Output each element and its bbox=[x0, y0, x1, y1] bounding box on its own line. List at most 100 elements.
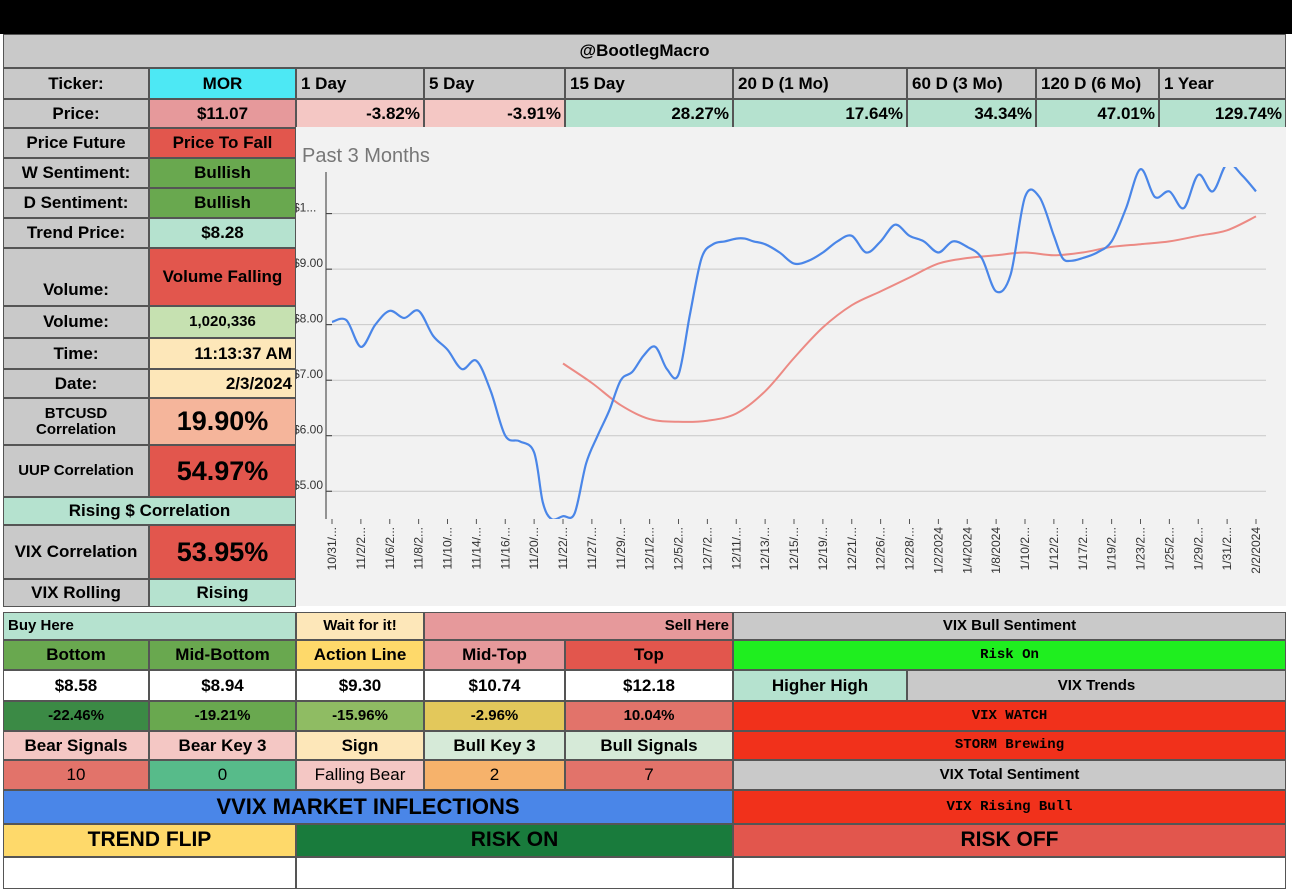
change-60-day: 34.34% bbox=[907, 99, 1036, 128]
level-header-bottom: Bottom bbox=[3, 640, 149, 670]
vix-watch: VIX WATCH bbox=[733, 701, 1286, 731]
trend-flip: TREND FLIP bbox=[3, 824, 296, 857]
x-tick-label: 2/2/2024 bbox=[1249, 527, 1263, 574]
vix-risk-on: Risk On bbox=[733, 640, 1286, 670]
period-15-day: 15 Day bbox=[565, 68, 733, 99]
x-tick-label: 11/20/... bbox=[527, 527, 541, 569]
level-pct-bottom: -22.46% bbox=[3, 701, 149, 731]
header-title: @BootlegMacro bbox=[3, 34, 1286, 68]
x-tick-label: 11/8/2... bbox=[412, 527, 426, 569]
x-tick-label: 12/13/... bbox=[758, 527, 772, 570]
vvix-market-inflections: VVIX MARKET INFLECTIONS bbox=[3, 790, 733, 824]
vix-trends-label: VIX Trends bbox=[907, 670, 1286, 701]
signal-header-bull-key-3: Bull Key 3 bbox=[424, 731, 565, 760]
d-sentiment-value: Bullish bbox=[149, 188, 296, 218]
y-tick-label: $1... bbox=[296, 201, 316, 215]
trend-price-value: $8.28 bbox=[149, 218, 296, 248]
change-20-day: 17.64% bbox=[733, 99, 907, 128]
signal-header-bull-signals: Bull Signals bbox=[565, 731, 733, 760]
price-label: Price: bbox=[3, 99, 149, 128]
signal-header-bear-key-3: Bear Key 3 bbox=[149, 731, 296, 760]
x-tick-label: 11/22/... bbox=[556, 527, 570, 569]
change-120-day: 47.01% bbox=[1036, 99, 1159, 128]
vix-rolling-label: VIX Rolling bbox=[3, 579, 149, 607]
signal-header-sign: Sign bbox=[296, 731, 424, 760]
x-tick-label: 11/29/... bbox=[614, 527, 628, 569]
vix-correlation-label: VIX Correlation bbox=[3, 525, 149, 579]
y-tick-label: $6.00 bbox=[296, 423, 323, 437]
price-future-value: Price To Fall bbox=[149, 128, 296, 158]
change-1-year: 129.74% bbox=[1159, 99, 1286, 128]
signal-value-bull-signals: 7 bbox=[565, 760, 733, 790]
period-120-day: 120 D (6 Mo) bbox=[1036, 68, 1159, 99]
x-tick-label: 1/17/2... bbox=[1076, 527, 1090, 570]
vix-correlation-value: 53.95% bbox=[149, 525, 296, 579]
x-tick-label: 1/25/2... bbox=[1162, 527, 1176, 570]
trend-price-label: Trend Price: bbox=[3, 218, 149, 248]
y-tick-label: $7.00 bbox=[296, 367, 323, 381]
time-value: 11:13:37 AM bbox=[149, 338, 296, 369]
vix-rolling-value: Rising bbox=[149, 579, 296, 607]
x-tick-label: 1/4/2024 bbox=[960, 527, 974, 574]
level-pct-mid-top: -2.96% bbox=[424, 701, 565, 731]
signal-value-bull-key-3: 2 bbox=[424, 760, 565, 790]
btc-correlation-label: BTCUSD Correlation bbox=[3, 398, 149, 445]
x-tick-label: 12/28/... bbox=[903, 527, 917, 570]
x-tick-label: 12/1/2... bbox=[643, 527, 657, 570]
change-1-day: -3.82% bbox=[296, 99, 424, 128]
x-tick-label: 12/7/2... bbox=[700, 527, 714, 570]
x-tick-label: 1/12/2... bbox=[1047, 527, 1061, 570]
x-tick-label: 11/10/... bbox=[441, 527, 455, 569]
empty-cell-right bbox=[733, 857, 1286, 889]
risk-on-banner: RISK ON bbox=[296, 824, 733, 857]
signal-header-bear-signals: Bear Signals bbox=[3, 731, 149, 760]
x-tick-label: 10/31/... bbox=[325, 527, 339, 570]
rising-correlation: Rising $ Correlation bbox=[3, 497, 296, 525]
empty-cell-left bbox=[3, 857, 296, 889]
date-label: Date: bbox=[3, 369, 149, 398]
wait-label: Wait for it! bbox=[296, 612, 424, 640]
x-tick-label: 12/26/... bbox=[874, 527, 888, 570]
level-price-mid-bottom: $8.94 bbox=[149, 670, 296, 701]
period-60-day: 60 D (3 Mo) bbox=[907, 68, 1036, 99]
vix-total-sentiment-label: VIX Total Sentiment bbox=[733, 760, 1286, 790]
price-future-label: Price Future bbox=[3, 128, 149, 158]
x-tick-label: 12/5/2... bbox=[672, 527, 686, 570]
x-tick-label: 11/6/2... bbox=[383, 527, 397, 569]
level-price-action-line: $9.30 bbox=[296, 670, 424, 701]
x-tick-label: 1/2/2024 bbox=[931, 527, 945, 574]
uup-correlation-value: 54.97% bbox=[149, 445, 296, 497]
y-tick-label: $9.00 bbox=[296, 256, 323, 270]
x-tick-label: 12/11/... bbox=[729, 527, 743, 569]
chart-title: Past 3 Months bbox=[302, 145, 430, 167]
volume-label: Volume: bbox=[3, 306, 149, 338]
x-tick-label: 11/14/... bbox=[469, 527, 483, 569]
chart-svg: Past 3 Months $1... $9.00 $8.00 $7.00 $6.00 $5… bbox=[296, 145, 1266, 574]
period-5-day: 5 Day bbox=[424, 68, 565, 99]
trend-series-line bbox=[562, 215, 1257, 423]
x-tick-label: 1/19/2... bbox=[1105, 527, 1119, 570]
x-tick-label: 12/19/... bbox=[816, 527, 830, 570]
x-tick-label: 1/31/2... bbox=[1220, 527, 1234, 570]
vix-bull-sentiment-label: VIX Bull Sentiment bbox=[733, 612, 1286, 640]
x-tick-label: 11/2/2... bbox=[354, 527, 368, 569]
btc-correlation-value: 19.90% bbox=[149, 398, 296, 445]
w-sentiment-label: W Sentiment: bbox=[3, 158, 149, 188]
level-price-mid-top: $10.74 bbox=[424, 670, 565, 701]
level-pct-mid-bottom: -19.21% bbox=[149, 701, 296, 731]
change-15-day: 28.27% bbox=[565, 99, 733, 128]
w-sentiment-value: Bullish bbox=[149, 158, 296, 188]
sell-here-label: Sell Here bbox=[424, 612, 733, 640]
volume-trend-label: Volume: bbox=[3, 248, 149, 306]
y-tick-label: $8.00 bbox=[296, 312, 323, 326]
level-header-action-line: Action Line bbox=[296, 640, 424, 670]
signal-value-bear-key-3: 0 bbox=[149, 760, 296, 790]
period-20-day: 20 D (1 Mo) bbox=[733, 68, 907, 99]
top-bar bbox=[0, 0, 1292, 34]
price-chart: Past 3 Months $1... $9.00 $8.00 $7.00 $6.00 $5… bbox=[296, 127, 1286, 606]
level-pct-action-line: -15.96% bbox=[296, 701, 424, 731]
level-header-mid-bottom: Mid-Bottom bbox=[149, 640, 296, 670]
buy-here-label: Buy Here bbox=[3, 612, 296, 640]
x-tick-label: 1/10/2... bbox=[1018, 527, 1032, 570]
x-tick-label: 1/29/2... bbox=[1191, 527, 1205, 570]
